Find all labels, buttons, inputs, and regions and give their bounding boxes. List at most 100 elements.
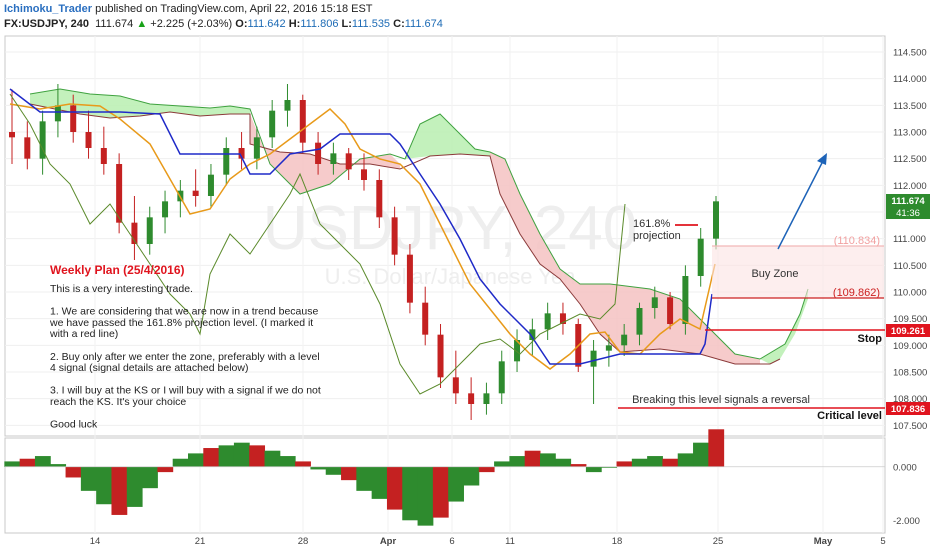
histogram-bar [172, 458, 189, 467]
candle-body[interactable] [559, 313, 566, 324]
histogram-bar [631, 458, 648, 467]
plan-line: we have passed the 161.8% projection lev… [49, 317, 313, 329]
close-label: C: [393, 18, 405, 30]
candle-body[interactable] [590, 350, 597, 367]
open-label: O: [235, 18, 248, 30]
candle-body[interactable] [54, 105, 61, 122]
publish-line: Ichimoku_Trader published on TradingView… [4, 3, 373, 15]
senkou-b-line [29, 103, 781, 365]
candle-body[interactable] [24, 137, 31, 159]
histogram-bar [616, 461, 633, 467]
plan-line: 2. Buy only after we enter the zone, pre… [50, 351, 320, 363]
candle-body[interactable] [284, 100, 291, 111]
indicator-tick-label: -2.000 [893, 516, 920, 527]
price-chart[interactable]: USDJPY, 240 U.S. Dollar/Japanese Yen Buy… [0, 34, 932, 550]
candle-body[interactable] [131, 222, 138, 244]
close-value: 111.674 [404, 18, 443, 30]
plan-line: 3. I will buy at the KS or I will buy wi… [50, 385, 321, 397]
time-tick-label: 18 [612, 536, 623, 547]
candle-body[interactable] [452, 377, 459, 394]
histogram-bar [432, 466, 449, 518]
chikou-span-line [9, 93, 626, 395]
high-label: H: [288, 18, 301, 30]
candle-body[interactable] [667, 297, 674, 324]
time-axis[interactable]: 14 21 28 Apr 6 11 18 25 May 5 [90, 536, 886, 547]
projection-label-2: projection [633, 230, 681, 242]
candle-body[interactable] [223, 148, 230, 175]
candle-body[interactable] [361, 169, 367, 180]
kumo-bear-cloud-2 [490, 152, 760, 364]
kumo-bull-cloud [30, 89, 250, 118]
histogram-bar [4, 461, 21, 467]
histogram-bar [34, 456, 51, 467]
price-tick-label: 112.500 [893, 154, 927, 165]
candle-body[interactable] [544, 313, 551, 330]
candle-body[interactable] [376, 180, 383, 218]
candle-body[interactable] [483, 393, 490, 404]
histogram-bar [601, 466, 618, 468]
histogram-bar [540, 453, 556, 467]
candle-body[interactable] [605, 345, 612, 351]
histogram-bar [325, 466, 342, 475]
candle-body[interactable] [330, 153, 337, 164]
time-tick-label: 5 [880, 536, 885, 547]
candle-body[interactable] [70, 105, 77, 132]
candle-body[interactable] [529, 329, 536, 340]
candle-body[interactable] [697, 238, 704, 276]
candle-body[interactable] [85, 132, 92, 148]
histogram-bar [647, 456, 663, 467]
time-tick-label: 11 [505, 536, 515, 547]
plan-title: Weekly Plan (25/4/2016) [50, 263, 185, 277]
candle-body[interactable] [9, 132, 15, 138]
histogram-bar [80, 466, 97, 491]
price-tick-label: 108.500 [893, 368, 927, 379]
watermark-symbol: USDJPY, 240 [263, 194, 638, 263]
candle-body[interactable] [498, 361, 505, 394]
histogram-bar [708, 429, 725, 467]
candle-body[interactable] [100, 148, 107, 164]
histogram-bar [356, 466, 373, 491]
candle-body[interactable] [713, 201, 719, 239]
candle-body[interactable] [192, 190, 199, 196]
candle-body[interactable] [345, 153, 352, 170]
candle-body[interactable] [146, 217, 153, 244]
histogram-bar [509, 456, 526, 467]
candle-body[interactable] [636, 308, 643, 335]
countdown-tag-text: 41:36 [896, 208, 920, 219]
candle-body[interactable] [406, 254, 413, 303]
histogram-bar [463, 466, 480, 486]
histogram-bar [96, 466, 112, 505]
candle-body[interactable] [514, 340, 521, 362]
kumo-bear-cloud [250, 114, 400, 194]
candle-body[interactable] [422, 302, 429, 335]
candle-body[interactable] [238, 148, 245, 159]
candle-body[interactable] [162, 201, 169, 218]
price-tick-label: 110.500 [893, 261, 927, 272]
histogram-bar [264, 450, 281, 467]
stop-label: Stop [858, 333, 883, 345]
time-tick-label: May [814, 536, 833, 547]
candle-body[interactable] [39, 121, 46, 159]
candle-body[interactable] [315, 142, 322, 164]
reversal-label: Breaking this level signals a reversal [632, 394, 810, 406]
low-value: 111.535 [351, 18, 391, 30]
candle-body[interactable] [253, 137, 260, 159]
candle-body[interactable] [651, 297, 658, 308]
price-axis[interactable]: 114.500 114.000 113.500 113.000 112.500 112.0… [893, 48, 927, 432]
candle-body[interactable] [437, 334, 444, 378]
candle-body[interactable] [116, 164, 123, 223]
candle-body[interactable] [207, 174, 214, 196]
price-tick-label: 114.500 [893, 48, 927, 59]
candle-body[interactable] [682, 276, 689, 324]
candle-body[interactable] [391, 217, 398, 255]
candle-body[interactable] [269, 110, 276, 138]
symbol-label: FX:USDJPY, 240 [4, 18, 89, 30]
author-link[interactable]: Ichimoku_Trader [4, 3, 93, 15]
candle-body[interactable] [468, 393, 475, 404]
histogram-bar [494, 461, 510, 467]
low-label: L: [341, 18, 352, 30]
candle-body[interactable] [299, 100, 306, 143]
histogram-bar [203, 448, 220, 467]
projection-label-1: 161.8% [633, 218, 671, 230]
candle-body[interactable] [621, 334, 628, 346]
